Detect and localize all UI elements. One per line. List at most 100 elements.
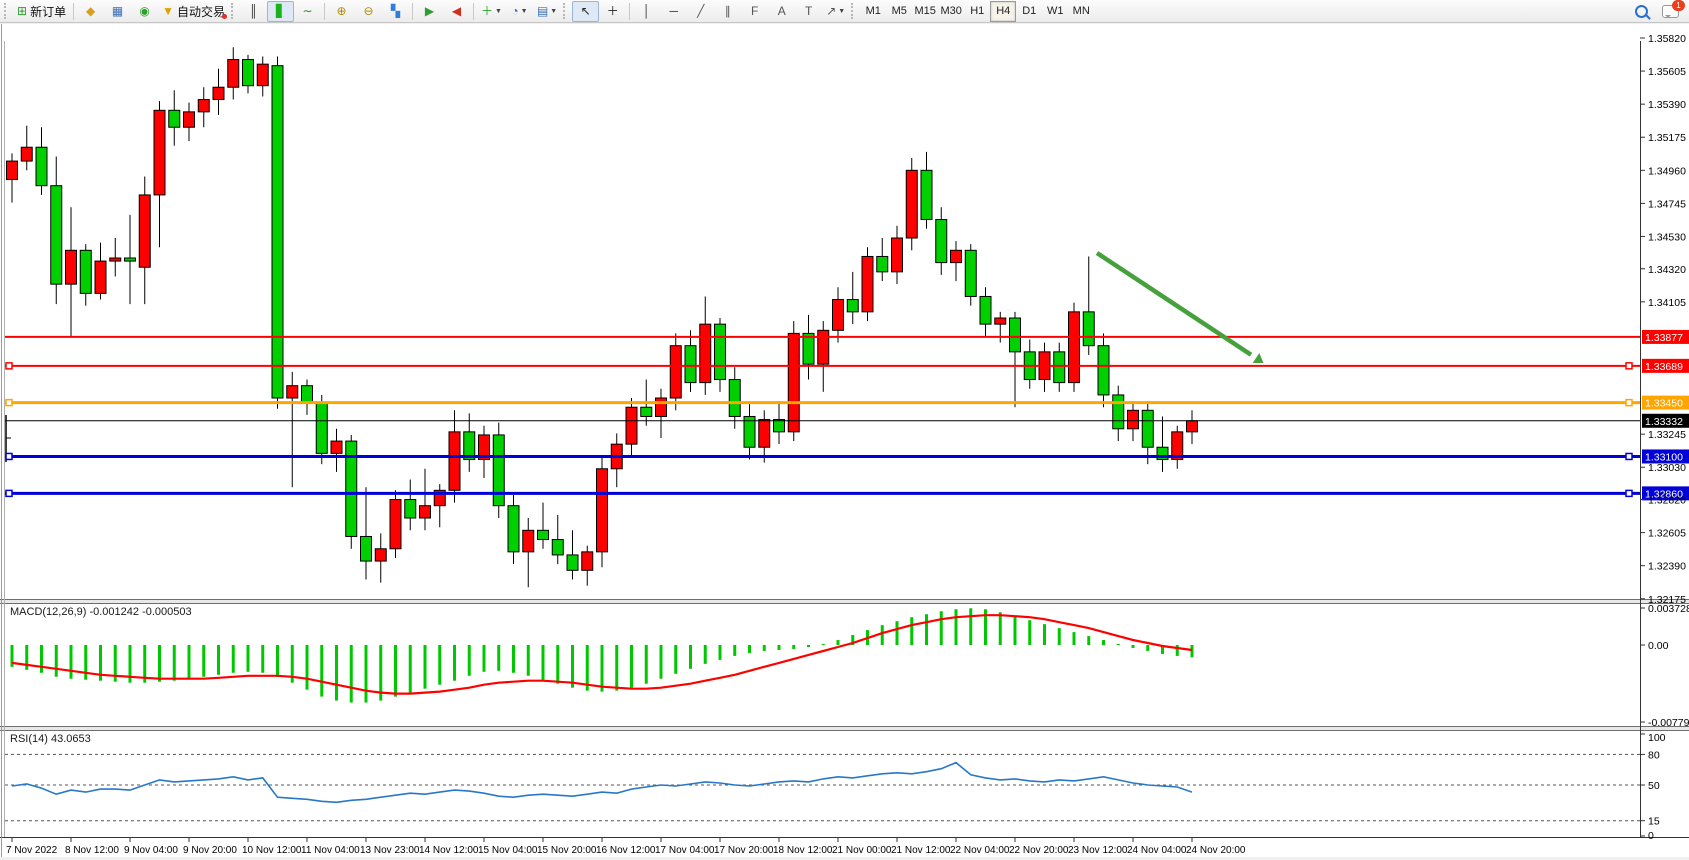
level-handle[interactable] — [1625, 452, 1633, 461]
timeframe-m15[interactable]: M15 — [914, 5, 936, 17]
macd-signal-line — [11, 614, 1193, 695]
level-handle[interactable] — [5, 362, 13, 370]
candle — [537, 529, 549, 541]
auto-trading-button[interactable]: ▼ 自动交易 — [158, 1, 229, 22]
candle — [94, 260, 107, 294]
level-price-badge — [1642, 486, 1689, 501]
price-tick-label: 1.34105 — [1648, 297, 1686, 309]
time-tick-label: 14 Nov 12:00 — [419, 845, 479, 856]
timeframe-m1[interactable]: M1 — [865, 5, 881, 17]
chart-shift-button[interactable]: ◀ — [443, 1, 470, 22]
text-label-button[interactable]: T — [795, 1, 822, 22]
chat-icon[interactable]: 1 — [1662, 0, 1685, 18]
horizontal-line-button[interactable]: ─ — [660, 1, 687, 22]
candle — [478, 434, 490, 461]
toolbar-gripper[interactable] — [851, 3, 856, 19]
tile-windows-button[interactable]: ▚ — [382, 1, 409, 22]
crosshair-button[interactable]: ＋ — [599, 1, 626, 22]
arrows-icon: ↗ — [826, 4, 837, 18]
text-label-icon: T — [805, 4, 813, 18]
level-handle[interactable] — [1625, 362, 1633, 370]
level-handle[interactable] — [1625, 489, 1633, 498]
candle — [507, 505, 520, 553]
trend-arrow-head[interactable] — [1252, 352, 1264, 364]
level-handle[interactable] — [5, 489, 13, 498]
text-icon: A — [777, 4, 786, 18]
zoom-out-button[interactable]: ⊖ — [355, 1, 382, 22]
rsi-splitter[interactable] — [0, 726, 1689, 731]
equidistant-channel-button[interactable]: ∥ — [714, 1, 741, 22]
time-tick-label: 17 Nov 20:00 — [714, 845, 774, 856]
text-button[interactable]: A — [768, 1, 795, 22]
price-tick-label: 1.33030 — [1648, 462, 1686, 474]
candle — [1141, 409, 1154, 448]
toolbar-gripper[interactable] — [230, 3, 236, 19]
timeframe-h1[interactable]: H1 — [970, 5, 985, 17]
levels-group: 1.33877 1.33689 1.33450 1.33100 1.32860 1.333… — [5, 329, 1689, 501]
timeframe-mn[interactable]: MN — [1072, 5, 1090, 17]
auto-scroll-button[interactable]: ▶ — [416, 1, 443, 22]
timeframe-h4[interactable]: H4 — [990, 0, 1017, 22]
candle — [832, 299, 844, 331]
trendline-button[interactable]: ╱ — [687, 1, 714, 22]
signals-icon: ◉ — [139, 4, 150, 18]
bar-chart-button[interactable]: ║ — [240, 1, 267, 22]
macd-splitter[interactable] — [0, 599, 1689, 604]
market-report-button[interactable]: ▦ — [104, 1, 131, 22]
candle — [596, 468, 608, 553]
zoom-in-button[interactable]: ⊕ — [328, 1, 355, 22]
candlestick-chart-button[interactable]: ▋ — [266, 0, 294, 22]
price-tick-label: 1.32175 — [1648, 594, 1686, 606]
price-tick-label: 1.34320 — [1648, 264, 1686, 276]
arrows-button[interactable]: ↗ ▼ — [822, 1, 849, 22]
frame — [0, 24, 1689, 860]
candle — [817, 329, 830, 365]
new-order-button[interactable]: ⊞ 新订单 — [13, 1, 70, 22]
timeframe-m30[interactable]: M30 — [940, 5, 962, 17]
level-price-text: 1.32860 — [1645, 488, 1683, 500]
candle — [905, 169, 918, 239]
fibonacci-button[interactable]: F — [741, 1, 768, 22]
signals-button[interactable]: ◉ — [131, 1, 158, 22]
vertical-line-button[interactable]: │ — [633, 1, 660, 22]
level-handle[interactable] — [5, 398, 13, 407]
cursor-button[interactable]: ↖ — [572, 0, 600, 22]
timeframe-w1[interactable]: W1 — [1046, 5, 1064, 17]
level-handle[interactable] — [5, 452, 13, 461]
zoom-in-icon: ⊕ — [336, 4, 347, 18]
indicators-button[interactable]: ＋ ▼ — [477, 1, 506, 22]
rsi-tick-label: 15 — [1648, 816, 1660, 828]
price-tick-label: 1.32605 — [1648, 528, 1686, 540]
time-tick-label: 21 Nov 12:00 — [891, 845, 951, 856]
toolbar-gripper[interactable] — [563, 3, 568, 19]
templates-button[interactable]: ▤ ▼ — [533, 1, 561, 22]
level-price-text: 1.33100 — [1645, 451, 1683, 463]
candle — [684, 345, 697, 384]
timeframe-d1[interactable]: D1 — [1022, 5, 1037, 17]
candle — [153, 109, 166, 196]
periods-button[interactable]: ◔ ▼ — [506, 1, 533, 22]
level-price-badge — [1642, 358, 1689, 373]
new-order-label: 新订单 — [30, 4, 67, 19]
toolbar-gripper[interactable] — [4, 3, 9, 19]
price-axis: 1.35820 1.35605 1.35390 1.35175 1.34960 1.347… — [1640, 33, 1686, 606]
timeframe-m5[interactable]: M5 — [891, 5, 907, 17]
candle — [50, 185, 63, 285]
chevron-down-icon: ▼ — [838, 7, 846, 15]
macd-tick-label: -0.007792 — [1648, 717, 1689, 729]
line-chart-button[interactable]: ∼ — [294, 1, 321, 22]
level-handle[interactable] — [1625, 398, 1633, 407]
candle — [463, 431, 476, 461]
candle — [861, 255, 874, 313]
gold-ingot-button[interactable]: ◆ — [77, 1, 104, 22]
current-price-badge — [1642, 413, 1689, 428]
candle — [522, 529, 535, 553]
trend-arrow-line[interactable] — [1095, 251, 1253, 357]
candle — [891, 237, 903, 273]
candle — [1053, 351, 1066, 384]
candle — [802, 332, 815, 365]
time-tick-label: 18 Nov 12:00 — [773, 845, 833, 856]
periods-icon: ◔ — [511, 4, 519, 18]
search-icon[interactable] — [1635, 4, 1648, 18]
